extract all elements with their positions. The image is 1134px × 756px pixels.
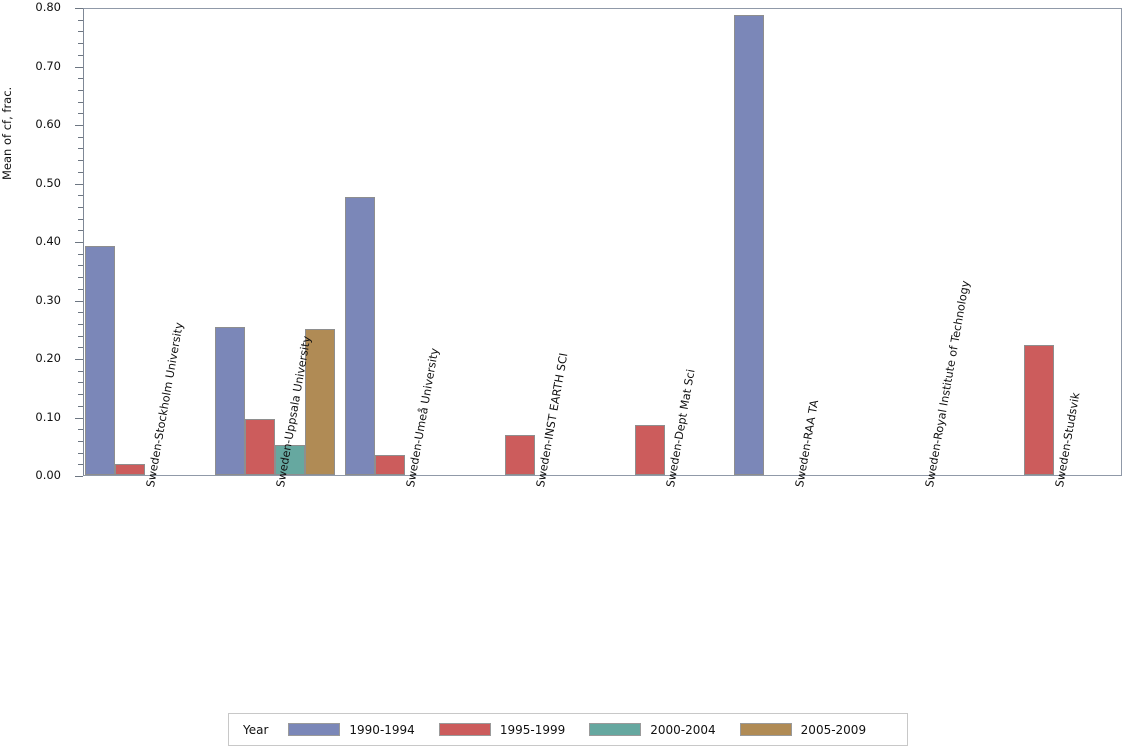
y-tick-minor: [78, 102, 83, 103]
bar[interactable]: [374, 455, 405, 475]
bar[interactable]: [1024, 344, 1055, 475]
legend-label: 2005-2009: [800, 722, 867, 737]
y-tick-minor: [78, 464, 83, 465]
bar[interactable]: [214, 327, 245, 475]
y-tick-minor: [78, 195, 83, 196]
legend-entries: 1990-1994 1995-1999 2000-2004 2005-2009: [288, 723, 890, 737]
y-tick-minor: [78, 172, 83, 173]
bar[interactable]: [344, 196, 375, 475]
y-tick-minor: [78, 336, 83, 337]
y-tick-minor: [78, 254, 83, 255]
y-tick-minor: [78, 148, 83, 149]
bar[interactable]: [734, 14, 765, 475]
bar[interactable]: [244, 419, 275, 475]
y-tick-minor: [78, 113, 83, 114]
y-tick-minor: [78, 371, 83, 372]
y-tick-minor: [78, 55, 83, 56]
y-tick-minor: [78, 219, 83, 220]
bar[interactable]: [115, 464, 145, 475]
y-tick-minor: [78, 394, 83, 395]
y-tick-label: 0.30: [35, 292, 61, 307]
plot-area: [83, 8, 1122, 476]
y-tick-label: 0.10: [35, 409, 61, 424]
legend-swatch: [589, 723, 642, 736]
y-tick-major: [75, 184, 83, 185]
y-tick-minor: [78, 230, 83, 231]
y-tick-minor: [78, 137, 83, 138]
y-tick-major: [75, 242, 83, 243]
legend-title: Year: [243, 722, 269, 737]
y-tick-major: [75, 418, 83, 419]
y-tick-major: [75, 301, 83, 302]
legend-swatch: [739, 723, 792, 736]
bar[interactable]: [304, 329, 335, 475]
bars-layer: [84, 9, 1121, 475]
legend-swatch: [288, 723, 341, 736]
y-tick-minor: [78, 90, 83, 91]
y-axis-title: Mean of cf, frac.: [0, 86, 14, 180]
y-tick-major: [75, 8, 83, 9]
legend-entry[interactable]: 2000-2004: [589, 722, 716, 737]
legend: Year 1990-1994 1995-1999 2000-2004 2005-200…: [228, 713, 908, 746]
y-tick-label: 0.50: [35, 175, 61, 190]
y-tick-minor: [78, 78, 83, 79]
y-tick-major: [75, 359, 83, 360]
y-tick-minor: [78, 289, 83, 290]
y-tick-minor: [78, 43, 83, 44]
y-tick-label: 0.70: [35, 58, 61, 73]
bar[interactable]: [274, 445, 305, 475]
y-tick-minor: [78, 207, 83, 208]
legend-entry[interactable]: 2005-2009: [739, 722, 867, 737]
y-tick-label: 0.40: [35, 234, 61, 248]
bar[interactable]: [85, 246, 115, 475]
legend-entry[interactable]: 1990-1994: [288, 722, 415, 737]
y-tick-minor: [78, 312, 83, 313]
y-tick-minor: [78, 347, 83, 348]
y-tick-major: [75, 476, 83, 477]
y-tick-minor: [78, 453, 83, 454]
y-tick-minor: [78, 324, 83, 325]
y-tick-minor: [78, 20, 83, 21]
y-tick-major: [75, 67, 83, 68]
legend-label: 1995-1999: [499, 722, 566, 737]
y-tick-minor: [78, 406, 83, 407]
y-tick-major: [75, 125, 83, 126]
y-tick-minor: [78, 31, 83, 32]
y-tick-minor: [78, 382, 83, 383]
y-tick-label: 0.60: [35, 117, 61, 131]
y-tick-minor: [78, 160, 83, 161]
bar[interactable]: [634, 424, 665, 475]
y-tick-minor: [78, 441, 83, 442]
y-tick-label: 0.80: [35, 0, 61, 14]
legend-label: 2000-2004: [650, 722, 716, 737]
legend-label: 1990-1994: [349, 722, 415, 737]
y-tick-label: 0.20: [35, 351, 61, 365]
y-tick-minor: [78, 429, 83, 430]
y-tick-label: 0.00: [35, 468, 61, 482]
legend-swatch: [438, 723, 491, 736]
bar[interactable]: [504, 434, 535, 475]
y-tick-minor: [78, 277, 83, 278]
legend-entry[interactable]: 1995-1999: [438, 722, 566, 737]
y-tick-minor: [78, 265, 83, 266]
